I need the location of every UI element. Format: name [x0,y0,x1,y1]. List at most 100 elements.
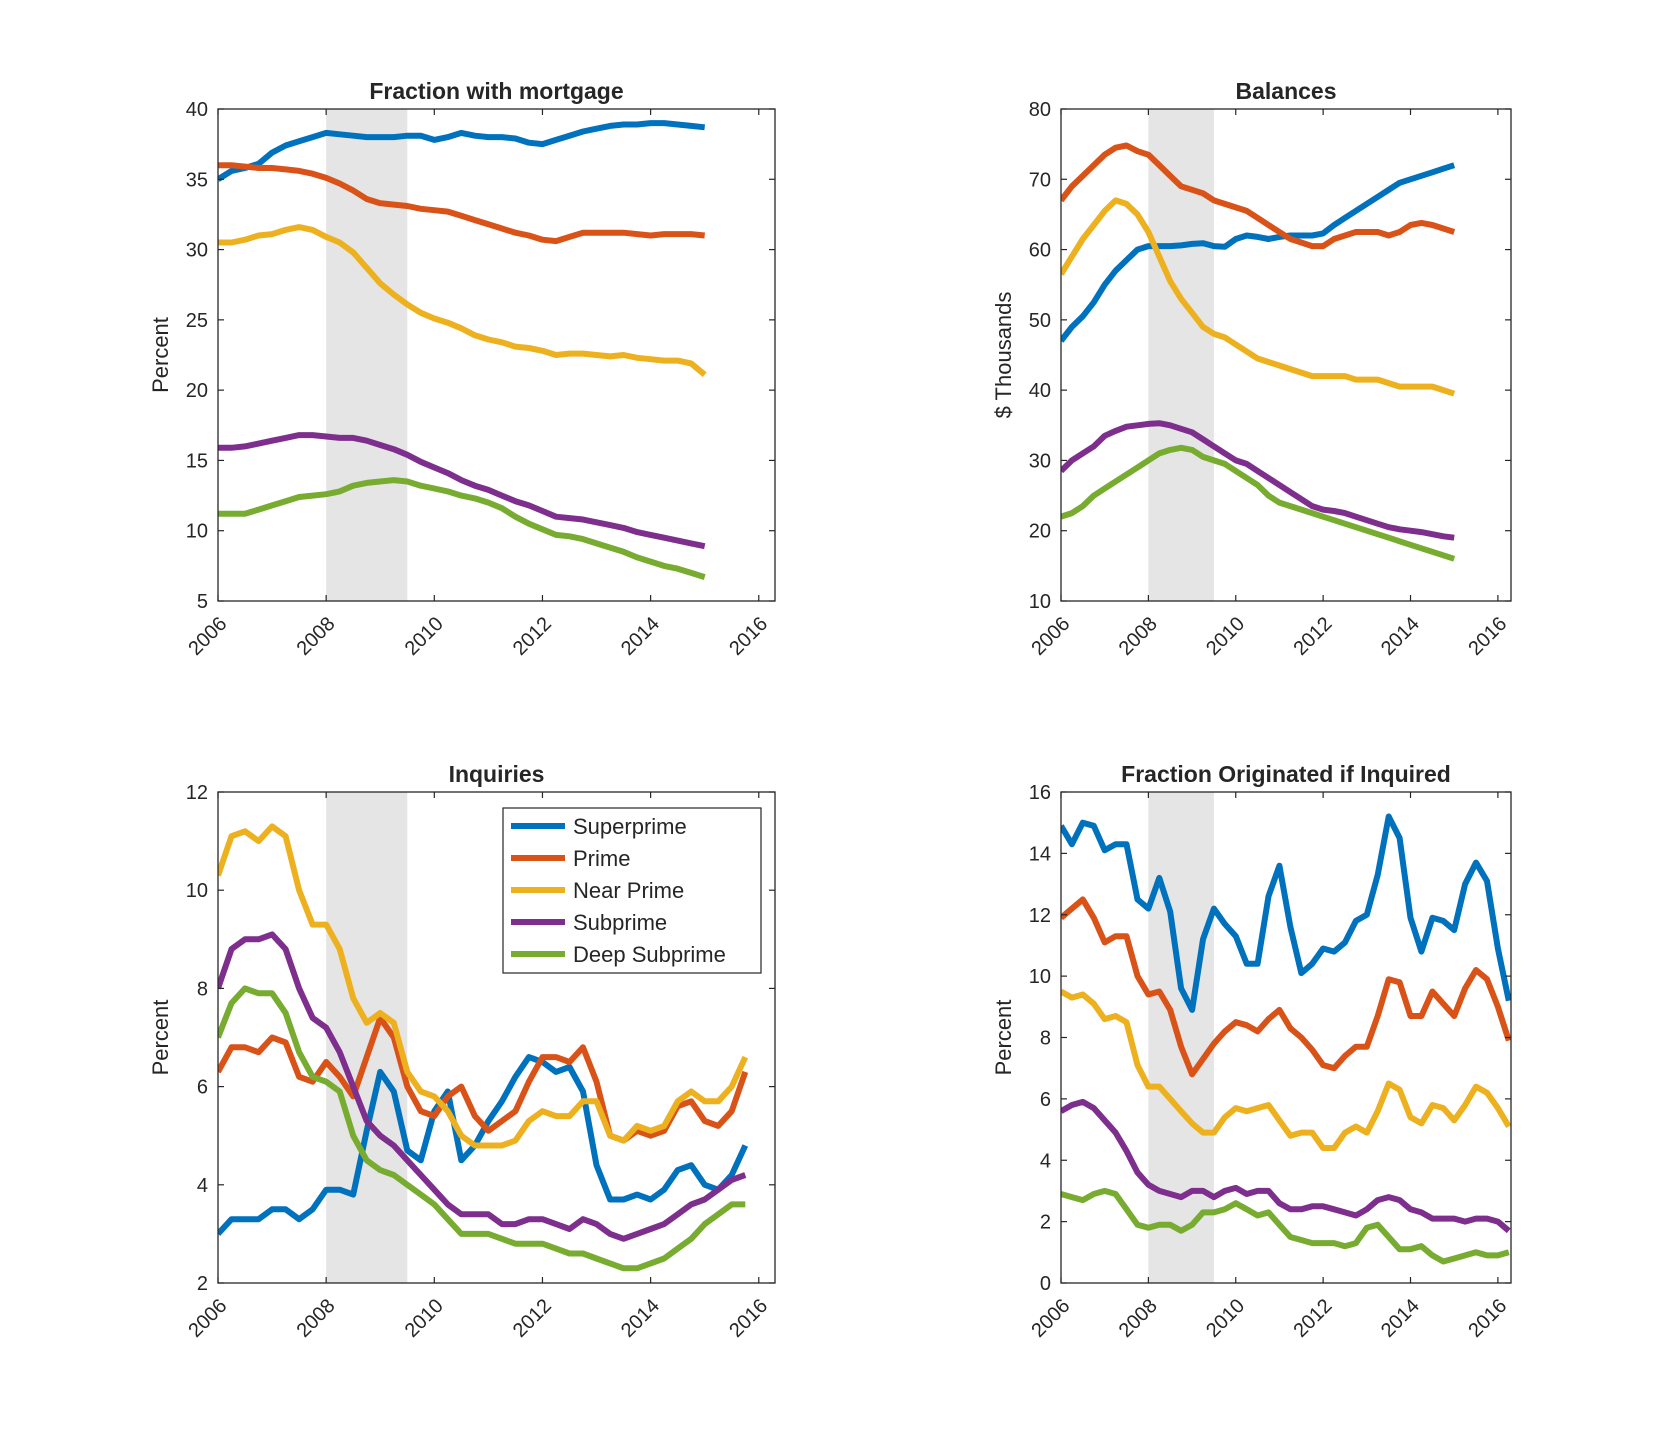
y-tick-label: 15 [186,450,208,472]
y-tick-label: 30 [186,240,208,262]
y-tick-label: 16 [1029,782,1051,804]
x-tick-label: 2012 [509,613,556,660]
y-tick-label: 40 [1029,380,1051,402]
series-line-prime [218,162,706,245]
x-tick-label: 2008 [1115,1295,1162,1342]
chart-panel-fraction-originated-if-inquired: 0 2 4 6 8 10 12 14 16 2006 2008 2010 2012 2014 2016 Fra… [991,761,1512,1342]
y-tick-label: 5 [197,591,208,613]
series-line-deep-subprime [1061,1187,1510,1265]
y-tick-label: 8 [197,978,208,1000]
series-line-near-prime [1061,988,1511,1151]
y-tick-label: 60 [1029,240,1051,262]
x-tick-label: 2006 [184,1295,231,1342]
y-tick-label: 4 [1040,1150,1051,1172]
series-line-prime [218,1014,749,1144]
chart-panel-fraction-with-mortgage: 5 10 15 20 25 30 35 40 2006 2008 2010 2012 2014 2016 F… [148,78,776,660]
x-tick-label: 2016 [1464,1295,1511,1342]
y-tick-label: 30 [1029,450,1051,472]
axes-box [1060,108,1512,602]
series-line-deep-subprime [1061,444,1456,562]
x-tick-label: 2014 [1377,613,1424,660]
legend-label-prime: Prime [573,846,630,871]
chart-title: Fraction Originated if Inquired [1121,761,1451,787]
y-axis-label: Percent [991,1000,1016,1076]
series-line-subprime [218,432,706,550]
axes-box [217,791,776,1284]
x-tick-label: 2010 [1202,1295,1249,1342]
y-tick-label: 8 [1040,1028,1051,1050]
y-tick-label: 20 [186,380,208,402]
x-tick-label: 2008 [293,1295,340,1342]
series-line-near-prime [218,823,749,1149]
y-tick-label: 10 [186,880,208,902]
y-tick-label: 25 [186,310,208,332]
y-tick-label: 0 [1040,1273,1051,1295]
x-tick-label: 2008 [1115,613,1162,660]
x-tick-label: 2012 [1290,613,1337,660]
x-tick-label: 2010 [401,613,448,660]
series-line-near-prime [1061,197,1456,397]
series-line-prime [1061,896,1511,1078]
y-axis-label: Percent [148,1000,173,1076]
x-tick-label: 2014 [617,1295,664,1342]
series-line-superprime [218,1054,749,1236]
x-tick-label: 2006 [1027,1295,1074,1342]
x-tick-label: 2016 [725,613,772,660]
x-tick-label: 2016 [1464,613,1511,660]
y-tick-label: 14 [1029,843,1051,865]
legend-label-deep-subprime: Deep Subprime [573,942,726,967]
x-tick-label: 2014 [1377,1295,1424,1342]
y-tick-label: 10 [186,521,208,543]
y-tick-label: 50 [1029,310,1051,332]
legend-label-superprime: Superprime [573,814,687,839]
legend-label-subprime: Subprime [573,910,667,935]
y-tick-label: 70 [1029,169,1051,191]
series-line-prime [1061,142,1456,250]
x-tick-label: 2008 [293,613,340,660]
chart-title: Inquiries [449,761,545,787]
legend-label-near-prime: Near Prime [573,878,684,903]
chart-panel-balances: 10 20 30 40 50 60 70 80 2006 2008 2010 2012 2014 2016… [991,78,1512,660]
y-tick-label: 2 [197,1273,208,1295]
x-tick-label: 2010 [1202,613,1249,660]
chart-title: Fraction with mortgage [369,78,623,104]
series-lines [218,823,749,1272]
y-tick-label: 10 [1029,966,1051,988]
y-tick-label: 35 [186,169,208,191]
series-line-subprime [1061,1098,1511,1234]
series-line-superprime [1061,813,1511,1013]
x-tick-label: 2006 [184,613,231,660]
series-line-deep-subprime [218,985,746,1272]
y-tick-label: 20 [1029,521,1051,543]
y-axis-label: $ Thousands [991,292,1016,419]
y-tick-label: 4 [197,1175,208,1197]
x-tick-label: 2012 [509,1295,556,1342]
series-lines [1061,142,1456,562]
axes-box [217,108,776,602]
series-line-subprime [218,931,747,1242]
series-line-near-prime [218,224,707,378]
y-tick-label: 2 [1040,1212,1051,1234]
x-tick-label: 2006 [1027,613,1074,660]
series-lines [218,120,707,580]
series-line-superprime [1061,162,1456,343]
y-tick-label: 12 [186,782,208,804]
series-line-deep-subprime [218,477,706,580]
chart-title: Balances [1235,78,1336,104]
x-tick-label: 2012 [1290,1295,1337,1342]
x-tick-label: 2016 [725,1295,772,1342]
y-tick-label: 6 [1040,1089,1051,1111]
y-tick-label: 12 [1029,905,1051,927]
series-line-subprime [1061,420,1455,541]
series-lines [1061,813,1511,1265]
recession-shading [326,109,408,601]
y-tick-label: 80 [1029,99,1051,121]
x-tick-label: 2010 [401,1295,448,1342]
y-tick-label: 10 [1029,591,1051,613]
legend: Superprime Prime Near Prime Subprime Deep Su… [502,807,762,974]
x-tick-label: 2014 [617,613,664,660]
chart-panel-inquiries: 2 4 6 8 10 12 2006 2008 2010 2012 2014 2016 Inquirie… [148,761,776,1342]
y-axis-label: Percent [148,317,173,393]
y-tick-label: 40 [186,99,208,121]
